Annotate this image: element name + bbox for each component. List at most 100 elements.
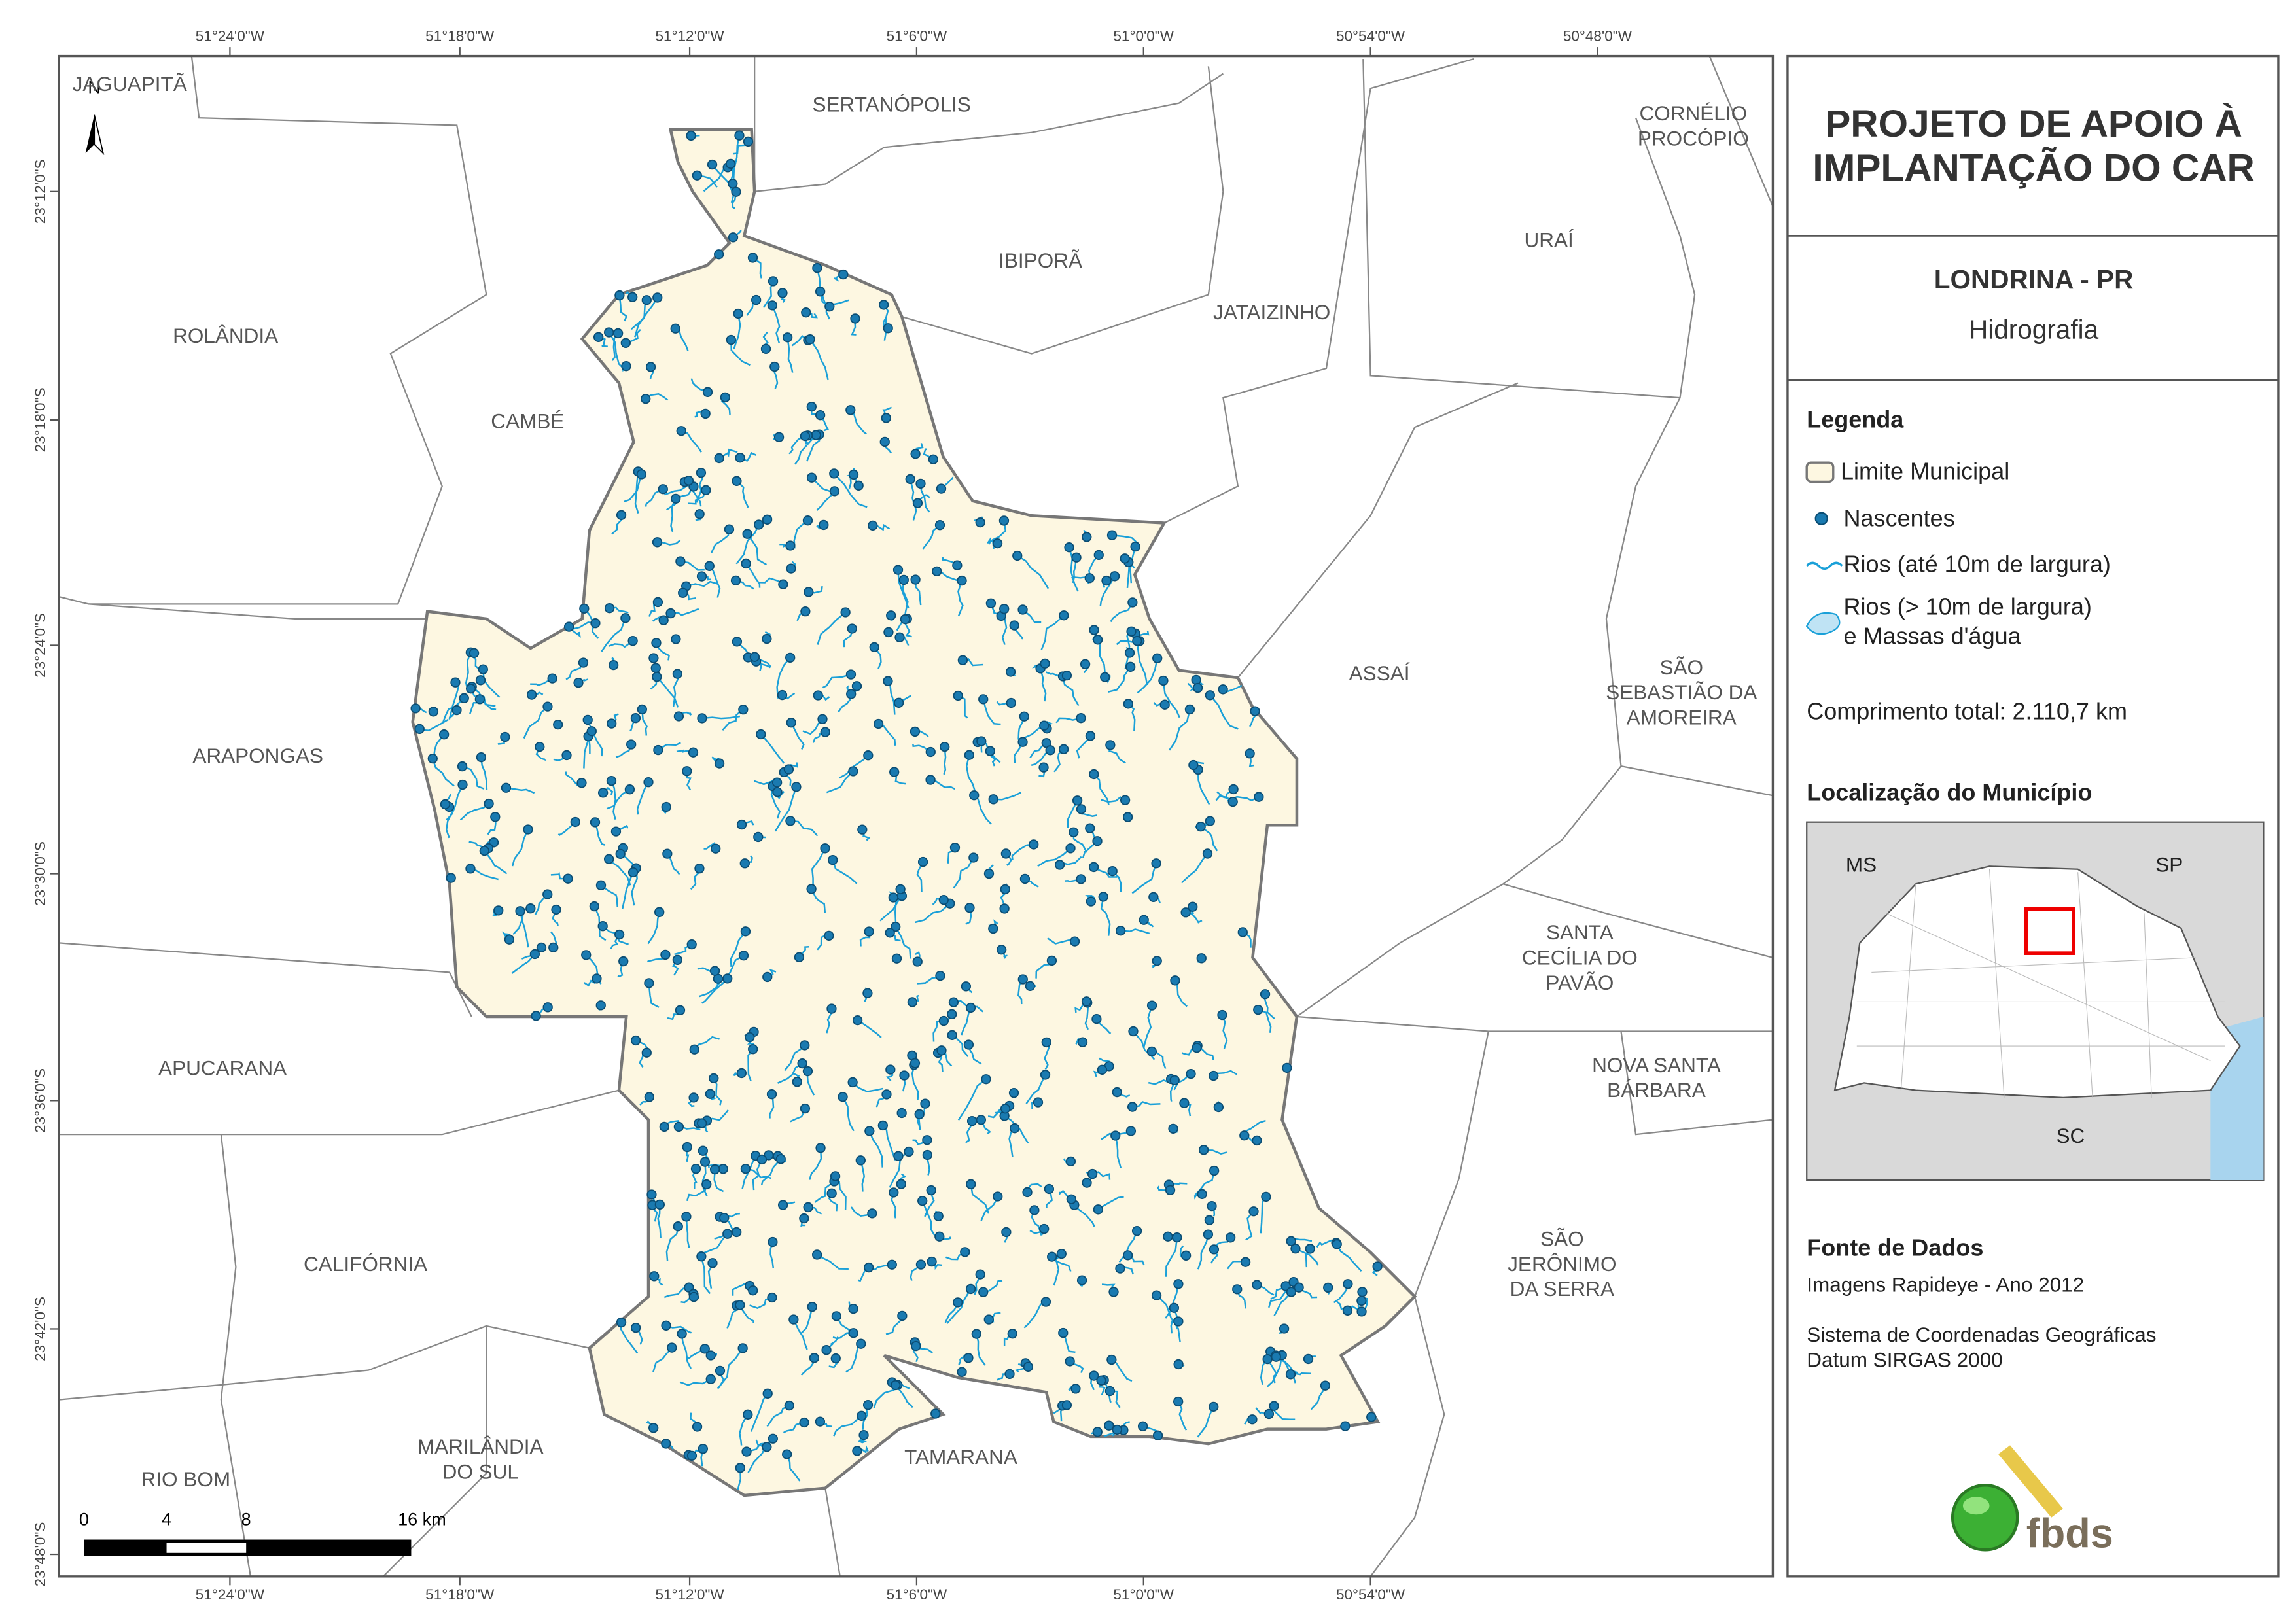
spring: [968, 852, 979, 863]
spring: [1245, 748, 1255, 759]
spring: [724, 524, 735, 534]
place-label: IBIPORÃ: [998, 249, 1082, 272]
river: [752, 256, 762, 279]
river: [822, 673, 851, 689]
spring: [451, 705, 462, 716]
scale-label: 16 km: [398, 1509, 446, 1529]
spring: [963, 1039, 974, 1050]
spring: [912, 956, 923, 967]
spring: [775, 1154, 786, 1164]
spring: [838, 269, 849, 280]
river: [868, 1130, 883, 1168]
spring: [741, 1446, 752, 1457]
spring: [675, 1005, 686, 1015]
spring: [1039, 720, 1050, 731]
spring: [1110, 1130, 1121, 1141]
source-line: Sistema de Coordenadas Geográficas: [1807, 1323, 2156, 1346]
spring: [1192, 682, 1203, 693]
spring: [1017, 974, 1028, 985]
spring: [686, 939, 697, 950]
spring: [936, 1045, 947, 1056]
spring: [838, 1092, 848, 1102]
spring: [1209, 1244, 1220, 1255]
river: [1112, 534, 1139, 544]
spring: [850, 313, 860, 324]
spring: [682, 1142, 692, 1153]
spring: [753, 831, 764, 843]
spring: [826, 1003, 837, 1014]
spring: [741, 558, 751, 569]
spring: [910, 574, 921, 585]
lon-label: 51°24'0"W: [196, 27, 265, 44]
river: [1165, 1237, 1178, 1277]
location-heading: Localização do Município: [1807, 778, 2092, 805]
spring: [824, 302, 835, 312]
river: [636, 782, 650, 815]
river: [976, 1333, 986, 1366]
spring: [525, 903, 536, 914]
spring: [1106, 1354, 1117, 1365]
spring: [1179, 1098, 1190, 1108]
spring: [697, 1118, 707, 1128]
spring: [636, 469, 647, 480]
river: [656, 676, 679, 708]
spring: [641, 394, 651, 404]
spring: [894, 632, 905, 642]
river: [1336, 1244, 1362, 1272]
spring: [1106, 530, 1118, 540]
spring: [1029, 839, 1039, 850]
spring: [1203, 1229, 1214, 1240]
river: [700, 1256, 711, 1295]
spring: [1061, 670, 1072, 681]
spring: [1139, 915, 1149, 925]
spring: [728, 232, 739, 243]
spring: [867, 1208, 877, 1219]
spring: [999, 604, 1010, 614]
spring: [845, 669, 857, 680]
spring: [748, 1285, 758, 1296]
spring: [1061, 1400, 1072, 1410]
river: [1107, 666, 1131, 693]
lon-label: 51°0'0"W: [1113, 27, 1174, 44]
spring: [1188, 901, 1198, 912]
spring: [873, 718, 884, 729]
spring: [697, 713, 707, 724]
river: [732, 192, 737, 209]
spring: [1261, 1191, 1271, 1202]
spring: [649, 1271, 660, 1282]
spring: [1262, 1353, 1273, 1365]
spring: [756, 1154, 768, 1165]
river: [690, 378, 708, 393]
river: [774, 786, 798, 832]
lat-label: 23°36'0"S: [32, 1068, 48, 1133]
spring: [806, 884, 817, 894]
spring: [592, 973, 602, 984]
lon-label: 51°12'0"W: [655, 1586, 724, 1603]
spring: [686, 130, 696, 141]
spring: [1252, 1135, 1262, 1146]
spring: [897, 1310, 908, 1321]
spring: [1146, 1046, 1157, 1057]
spring: [1186, 1068, 1196, 1079]
river: [600, 884, 618, 907]
spring: [738, 704, 749, 715]
spring: [624, 784, 635, 795]
river: [511, 829, 529, 867]
spring: [1064, 542, 1074, 553]
spring: [728, 178, 738, 189]
spring: [992, 538, 1003, 549]
spring: [1209, 1070, 1219, 1081]
spring: [879, 300, 889, 310]
river: [1137, 658, 1158, 694]
spring: [915, 478, 926, 489]
legend-item: Limite Municipal: [1841, 457, 2009, 484]
spring: [933, 1211, 944, 1221]
spring: [1204, 1215, 1215, 1225]
locator-label: SP: [2155, 853, 2183, 877]
total-length: Comprimento total: 2.110,7 km: [1807, 698, 2127, 725]
river: [718, 448, 738, 459]
spring: [999, 903, 1010, 914]
spring: [965, 1002, 976, 1013]
spring: [667, 1342, 677, 1353]
place-label: SANTA: [1546, 920, 1614, 944]
